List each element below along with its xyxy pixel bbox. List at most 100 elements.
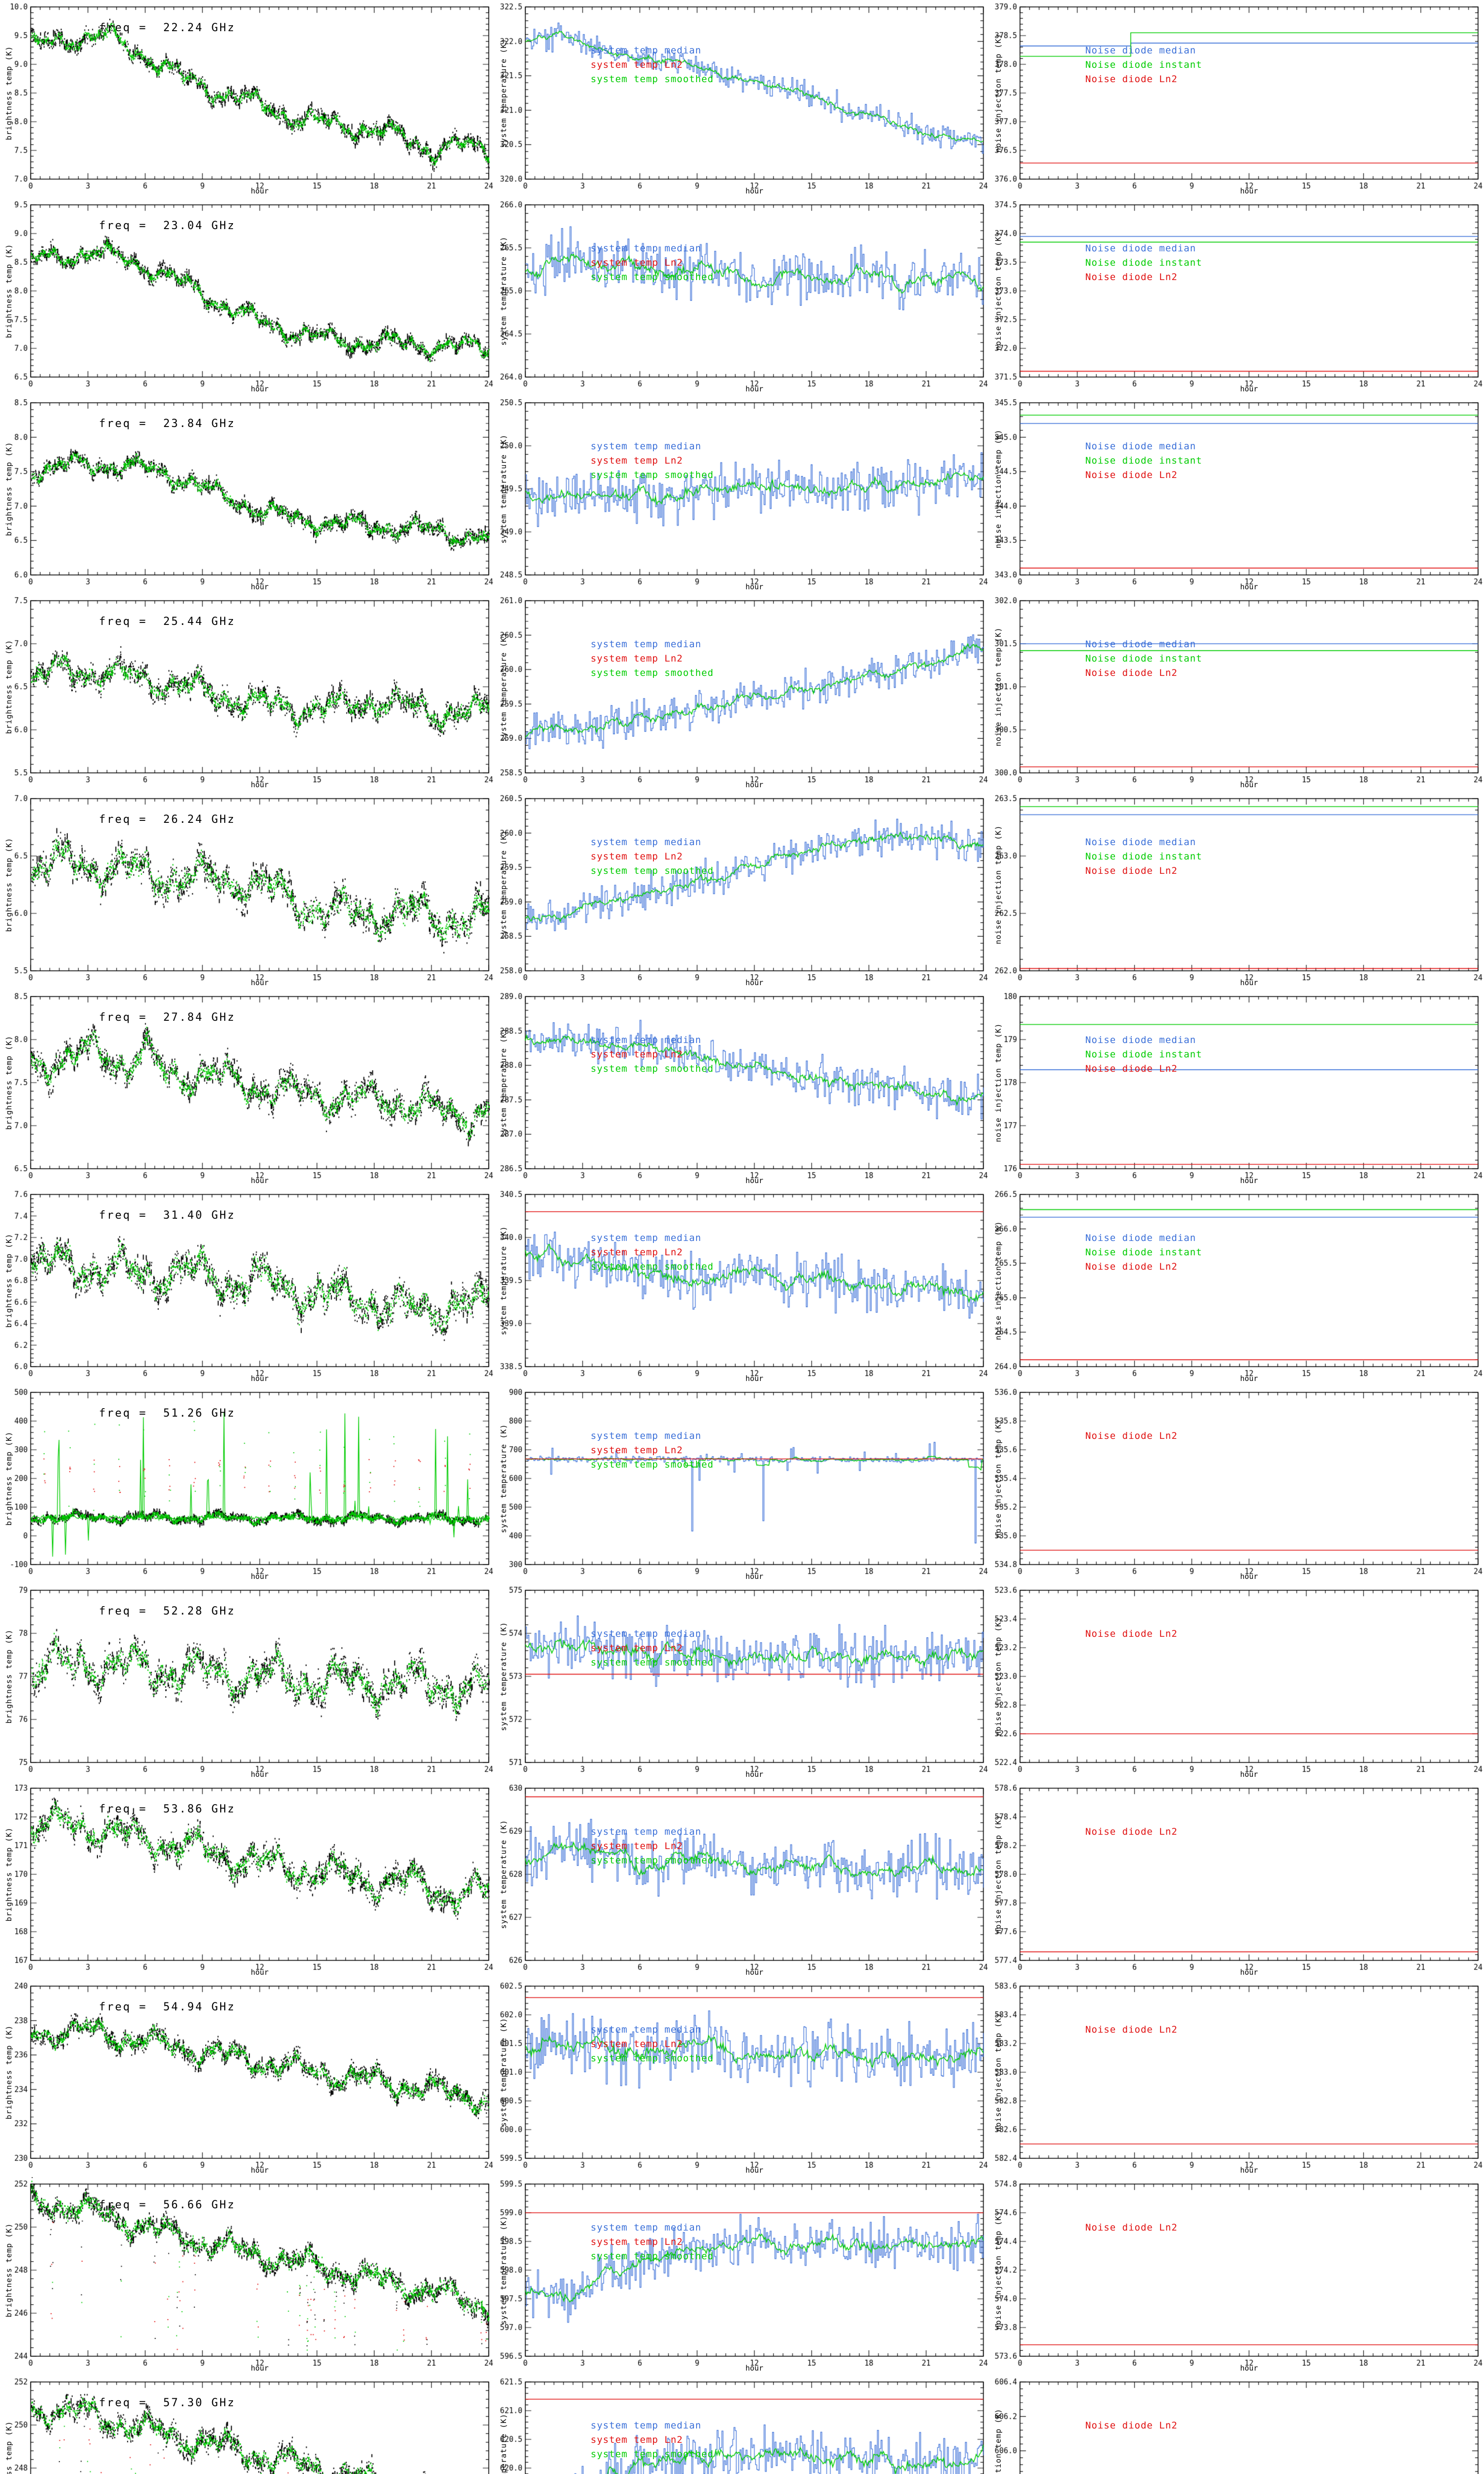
x-axis-label: hour [1240, 1770, 1258, 1779]
legend: system temp median system temp Ln2 system … [591, 44, 714, 87]
legend-entry: Noise diode instant [1085, 455, 1203, 466]
plot-cell-left-row7: brightness temp (K) hour freq = 31.40 GHz [0, 1188, 495, 1385]
plot-canvas-middle-row8 [495, 1385, 989, 1583]
plot-canvas-right-row3 [989, 396, 1484, 594]
legend-entry: system temp smoothed [591, 272, 714, 283]
plot-canvas-left-row12 [0, 2177, 495, 2375]
freq-label: freq = 56.66 GHz [99, 2199, 236, 2211]
x-axis-label: hour [250, 1176, 269, 1185]
plot-cell-middle-row8: system temperature (K) hour system temp me… [495, 1385, 989, 1583]
x-axis-label: hour [1240, 1176, 1258, 1185]
legend-entry: system temp Ln2 [591, 1643, 683, 1654]
y-axis-label: noise injection temp (K) [994, 1814, 1003, 1934]
legend-entry: system temp Ln2 [591, 1049, 683, 1060]
y-axis-label: noise injection temp (K) [994, 2210, 1003, 2330]
legend-entry: Noise diode instant [1085, 59, 1203, 70]
x-axis-label: hour [745, 978, 764, 987]
y-axis-label: system temperature (K) [499, 2215, 508, 2325]
legend-entry: Noise diode median [1085, 441, 1196, 452]
plot-canvas-middle-row12 [495, 2177, 989, 2375]
plot-cell-left-row11: brightness temp (K) hour freq = 54.94 GHz [0, 1979, 495, 2177]
legend: Noise diode median Noise diode instant Noi… [1085, 1231, 1202, 1274]
y-axis-label: system temperature (K) [499, 2017, 508, 2127]
y-axis-label: system temperature (K) [499, 1819, 508, 1929]
legend-entry: system temp median [591, 1035, 701, 1046]
plot-cell-middle-row4: system temperature (K) hour system temp me… [495, 594, 989, 792]
plot-canvas-middle-row2 [495, 198, 989, 396]
legend-entry: system temp median [591, 45, 701, 56]
x-axis-label: hour [745, 2166, 764, 2175]
plot-cell-left-row3: brightness temp (K) hour freq = 23.84 GHz [0, 396, 495, 594]
plot-canvas-middle-row6 [495, 990, 989, 1188]
legend-entry: system temp median [591, 1233, 701, 1243]
legend: Noise diode Ln2 [1085, 1429, 1178, 1443]
y-axis-label: system temperature (K) [499, 1226, 508, 1335]
x-axis-label: hour [745, 384, 764, 393]
legend-entry: system temp median [591, 2222, 701, 2233]
plot-cell-left-row10: brightness temp (K) hour freq = 53.86 GHz [0, 1781, 495, 1979]
freq-label: freq = 27.84 GHz [99, 1011, 236, 1024]
legend-entry: system temp smoothed [591, 1855, 714, 1866]
legend: Noise diode median Noise diode instant Noi… [1085, 44, 1202, 87]
x-axis-label: hour [745, 1374, 764, 1383]
x-axis-label: hour [250, 187, 269, 195]
y-axis-label: brightness temp (K) [4, 441, 13, 536]
plot-canvas-right-row12 [989, 2177, 1484, 2375]
y-axis-label: system temperature (K) [499, 236, 508, 346]
legend-entry: system temp smoothed [591, 2053, 714, 2064]
legend-entry: system temp median [591, 837, 701, 848]
legend-entry: Noise diode Ln2 [1085, 667, 1178, 678]
y-axis-label: brightness temp (K) [4, 639, 13, 734]
legend-entry: Noise diode instant [1085, 1049, 1203, 1060]
x-axis-label: hour [250, 1572, 269, 1581]
plot-cell-left-row9: brightness temp (K) hour freq = 52.28 GHz [0, 1583, 495, 1781]
plot-canvas-middle-row11 [495, 1979, 989, 2177]
y-axis-label: system temperature (K) [499, 1424, 508, 1533]
x-axis-label: hour [1240, 187, 1258, 195]
y-axis-label: brightness temp (K) [4, 46, 13, 141]
x-axis-label: hour [745, 187, 764, 195]
plot-canvas-right-row10 [989, 1781, 1484, 1979]
legend-entry: system temp median [591, 243, 701, 254]
plot-cell-right-row10: noise injection temp (K) hour Noise diode … [989, 1781, 1484, 1979]
legend: system temp median system temp Ln2 system … [591, 835, 714, 878]
y-axis-label: noise injection temp (K) [994, 231, 1003, 351]
y-axis-label: noise injection temp (K) [994, 1221, 1003, 1340]
legend-entry: system temp smoothed [591, 1459, 714, 1470]
plot-canvas-left-row8 [0, 1385, 495, 1583]
y-axis-label: system temperature (K) [499, 1621, 508, 1731]
legend: Noise diode median Noise diode instant Noi… [1085, 835, 1202, 878]
freq-label: freq = 54.94 GHz [99, 2001, 236, 2013]
legend: Noise diode median Noise diode instant Noi… [1085, 241, 1202, 285]
legend-entry: Noise diode Ln2 [1085, 1826, 1178, 1837]
legend-entry: Noise diode median [1085, 639, 1196, 650]
x-axis-label: hour [745, 1770, 764, 1779]
legend: system temp median system temp Ln2 system … [591, 1825, 714, 1868]
plot-cell-middle-row5: system temperature (K) hour system temp me… [495, 792, 989, 990]
y-axis-label: system temperature (K) [499, 434, 508, 544]
plot-cell-middle-row2: system temperature (K) hour system temp me… [495, 198, 989, 396]
x-axis-label: hour [745, 1572, 764, 1581]
plot-cell-right-row2: noise injection temp (K) hour Noise diode … [989, 198, 1484, 396]
legend: Noise diode Ln2 [1085, 1825, 1178, 1839]
y-axis-label: noise injection temp (K) [994, 2012, 1003, 2132]
legend: Noise diode median Noise diode instant Noi… [1085, 637, 1202, 680]
freq-label: freq = 52.28 GHz [99, 1605, 236, 1618]
legend: system temp median system temp Ln2 system … [591, 2023, 714, 2066]
x-axis-label: hour [1240, 1572, 1258, 1581]
plot-canvas-left-row13 [0, 2375, 495, 2474]
legend-entry: system temp Ln2 [591, 2434, 683, 2445]
freq-label: freq = 26.24 GHz [99, 813, 236, 826]
legend-entry: system temp smoothed [591, 74, 714, 85]
y-axis-label: brightness temp (K) [4, 2223, 13, 2318]
x-axis-label: hour [250, 978, 269, 987]
x-axis-label: hour [250, 2166, 269, 2175]
plot-canvas-left-row5 [0, 792, 495, 990]
x-axis-label: hour [250, 1770, 269, 1779]
y-axis-label: brightness temp (K) [4, 837, 13, 932]
plot-cell-left-row2: brightness temp (K) hour freq = 23.04 GHz [0, 198, 495, 396]
plot-cell-right-row9: noise injection temp (K) hour Noise diode … [989, 1583, 1484, 1781]
y-axis-label: brightness temp (K) [4, 2421, 13, 2474]
y-axis-label: noise injection temp (K) [994, 33, 1003, 153]
plot-cell-middle-row10: system temperature (K) hour system temp me… [495, 1781, 989, 1979]
